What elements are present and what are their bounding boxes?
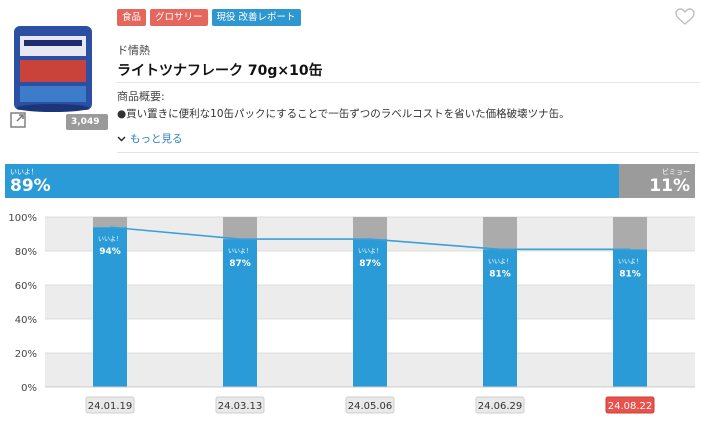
brand-name: ド情熱 <box>117 44 150 57</box>
y-tick-label: 60% <box>15 281 37 292</box>
bar-remainder <box>93 217 127 228</box>
bar-value-label: 81% <box>489 269 511 279</box>
date-label: 24.01.19 <box>88 401 133 412</box>
bad-label: ビミョー <box>661 168 690 176</box>
bar-remainder <box>353 217 387 240</box>
date-pill <box>605 396 655 414</box>
divider <box>117 82 699 83</box>
bar-remainder <box>483 217 517 250</box>
heart-outline-icon[interactable] <box>675 8 695 26</box>
bar-value-label: 87% <box>229 259 251 269</box>
tag-improvement-report[interactable]: 現役 改善レポート <box>211 9 301 26</box>
tag-food[interactable]: 食品 <box>117 9 147 26</box>
bar-value-label: 94% <box>99 247 121 257</box>
bar-good <box>613 249 647 387</box>
tag-grocery[interactable]: グロサリー <box>150 9 208 26</box>
chevron-down-icon <box>117 136 126 141</box>
bar-label: いいよ！ <box>618 258 642 265</box>
date-pill <box>85 396 135 414</box>
bar-good <box>223 239 257 387</box>
divider <box>117 152 699 153</box>
trend-line <box>109 226 630 251</box>
bad-percentage: 11% <box>649 176 690 196</box>
y-tick-label: 0% <box>21 383 37 394</box>
overview-label: 商品概要: <box>117 90 165 103</box>
bar-label: いいよ！ <box>488 258 512 265</box>
product-image <box>14 26 92 112</box>
good-share-bar: いいよ！ 89% <box>5 164 620 198</box>
date-pill <box>345 396 395 414</box>
bar-remainder <box>613 217 647 250</box>
date-label: 24.08.22 <box>608 401 653 412</box>
bar-label: いいよ！ <box>228 248 252 255</box>
good-percentage: 89% <box>10 176 51 196</box>
y-tick-label: 20% <box>15 349 37 360</box>
bar-remainder <box>223 217 257 240</box>
show-more-link[interactable]: もっと見る <box>117 131 183 146</box>
rating-total-bar: いいよ！ 89% ビミョー 11% <box>5 164 695 198</box>
bar-good <box>483 249 517 387</box>
good-label: いいよ！ <box>10 168 38 176</box>
show-more-label: もっと見る <box>130 133 183 145</box>
date-label: 24.06.29 <box>478 401 523 412</box>
date-label: 24.03.13 <box>218 401 263 412</box>
bar-good <box>353 239 387 387</box>
votes-badge: 3,049票 <box>66 114 108 143</box>
bar-good <box>93 227 127 387</box>
tag-list: 食品 グロサリー 現役 改善レポート <box>117 9 301 26</box>
bar-value-label: 87% <box>359 259 381 269</box>
y-tick-label: 40% <box>15 315 37 326</box>
date-label: 24.05.06 <box>348 401 393 412</box>
bar-value-label: 81% <box>619 269 641 279</box>
bar-label: いいよ！ <box>358 248 382 255</box>
date-pill <box>215 396 265 414</box>
bar-label: いいよ！ <box>98 236 122 243</box>
product-thumbnail[interactable]: 3,049票 <box>4 8 108 143</box>
y-tick-label: 100% <box>8 213 37 224</box>
expand-arrow-icon[interactable] <box>10 112 30 128</box>
rating-history-chart: 0% 20% 40% 60% 80% 100% いいよ！ 94% 24.01.19 いいよ！ 87%… <box>8 213 695 414</box>
bad-share-bar: ビミョー 11% <box>619 164 695 198</box>
y-tick-label: 80% <box>15 247 37 258</box>
date-pill <box>475 396 525 414</box>
product-title: ライトツナフレーク 70g×10缶 <box>117 63 323 79</box>
overview-text: ●買い置きに便利な10缶パックにすることで一缶ずつのラベルコストを省いた価格破壊… <box>117 108 570 120</box>
